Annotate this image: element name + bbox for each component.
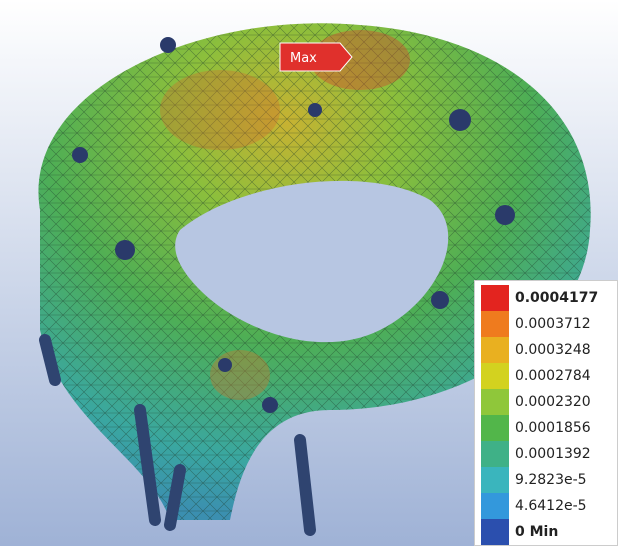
legend-swatch bbox=[481, 389, 509, 415]
legend-row: 0 Min bbox=[481, 519, 618, 545]
legend-label: 0.0003712 bbox=[515, 316, 591, 332]
legend-row: 0.0003248 bbox=[481, 337, 618, 363]
legend-label: 0 Min bbox=[515, 524, 558, 540]
legend-label: 0.0002784 bbox=[515, 368, 591, 384]
legend-swatch bbox=[481, 441, 509, 467]
legend-row: 0.0001392 bbox=[481, 441, 618, 467]
legend-row: 0.0001856 bbox=[481, 415, 618, 441]
legend-swatch bbox=[481, 311, 509, 337]
max-label: Max bbox=[290, 51, 317, 66]
legend-swatch bbox=[481, 493, 509, 519]
legend-row: 0.0003712 bbox=[481, 311, 618, 337]
legend-label: 0.0003248 bbox=[515, 342, 591, 358]
legend-label: 4.6412e-5 bbox=[515, 498, 587, 514]
legend-swatch bbox=[481, 363, 509, 389]
legend-row: 9.2823e-5 bbox=[481, 467, 618, 493]
legend-label: 0.0004177 bbox=[515, 290, 598, 306]
legend-label: 0.0001856 bbox=[515, 420, 591, 436]
legend: 0.0004177 0.0003712 0.0003248 0.0002784 0.00… bbox=[474, 280, 618, 546]
legend-label: 9.2823e-5 bbox=[515, 472, 587, 488]
legend-label: 0.0001392 bbox=[515, 446, 591, 462]
legend-row: 4.6412e-5 bbox=[481, 493, 618, 519]
legend-swatch bbox=[481, 415, 509, 441]
legend-row: 0.0002320 bbox=[481, 389, 618, 415]
legend-swatch bbox=[481, 337, 509, 363]
legend-swatch bbox=[481, 519, 509, 545]
legend-swatch bbox=[481, 467, 509, 493]
legend-row: 0.0002784 bbox=[481, 363, 618, 389]
legend-label: 0.0002320 bbox=[515, 394, 591, 410]
legend-swatch bbox=[481, 285, 509, 311]
legend-row: 0.0004177 bbox=[481, 285, 618, 311]
page: Max 0.0004177 0.0003712 0.0003248 0.0002784… bbox=[0, 0, 618, 546]
max-probe: Max bbox=[280, 43, 352, 71]
